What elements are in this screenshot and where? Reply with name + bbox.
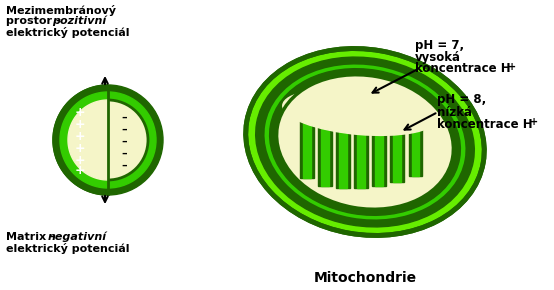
Text: –: – <box>121 161 127 171</box>
Ellipse shape <box>263 63 467 221</box>
Polygon shape <box>321 119 329 186</box>
Polygon shape <box>300 116 314 178</box>
Ellipse shape <box>256 57 474 227</box>
Text: +: + <box>75 153 85 166</box>
Ellipse shape <box>246 48 484 235</box>
Text: nízká: nízká <box>437 106 472 119</box>
Polygon shape <box>372 116 386 186</box>
Ellipse shape <box>53 85 163 195</box>
Text: koncentrace H: koncentrace H <box>437 117 532 130</box>
Polygon shape <box>357 117 365 188</box>
Polygon shape <box>390 118 404 182</box>
Ellipse shape <box>283 88 437 135</box>
Text: pH = 8,: pH = 8, <box>437 93 486 106</box>
Text: pozitivní: pozitivní <box>52 16 106 26</box>
Ellipse shape <box>60 92 156 188</box>
Text: Mezimembránový: Mezimembránový <box>6 5 116 15</box>
Text: prostor -: prostor - <box>6 16 64 26</box>
Text: –: – <box>121 125 127 135</box>
Polygon shape <box>318 116 332 186</box>
Text: +: + <box>75 164 85 177</box>
Text: +: + <box>75 130 85 142</box>
Polygon shape <box>408 120 422 176</box>
Polygon shape <box>412 123 418 176</box>
Polygon shape <box>336 114 350 188</box>
Ellipse shape <box>68 100 148 180</box>
Polygon shape <box>68 100 108 180</box>
Text: elektrický potenciál: elektrický potenciál <box>6 242 130 253</box>
Polygon shape <box>60 92 108 188</box>
Text: Mitochondrie: Mitochondrie <box>314 271 417 285</box>
Polygon shape <box>393 121 401 182</box>
Polygon shape <box>53 85 108 195</box>
Text: negativní: negativní <box>48 232 107 242</box>
Polygon shape <box>339 117 347 188</box>
Text: +: + <box>75 106 85 119</box>
Text: +: + <box>75 142 85 155</box>
Text: Matrix -: Matrix - <box>6 232 59 242</box>
Text: +: + <box>508 62 516 72</box>
Text: koncentrace H: koncentrace H <box>415 63 511 75</box>
Text: +: + <box>530 117 538 127</box>
Text: vysoká: vysoká <box>415 50 461 64</box>
Text: –: – <box>121 149 127 159</box>
Polygon shape <box>303 119 311 178</box>
Polygon shape <box>375 119 383 186</box>
Text: –: – <box>121 137 127 147</box>
Text: +: + <box>75 117 85 130</box>
Text: –: – <box>121 113 127 123</box>
Polygon shape <box>354 114 368 188</box>
Text: pH = 7,: pH = 7, <box>415 39 464 52</box>
Ellipse shape <box>270 69 460 215</box>
Ellipse shape <box>276 75 453 209</box>
Text: elektrický potenciál: elektrický potenciál <box>6 26 130 37</box>
